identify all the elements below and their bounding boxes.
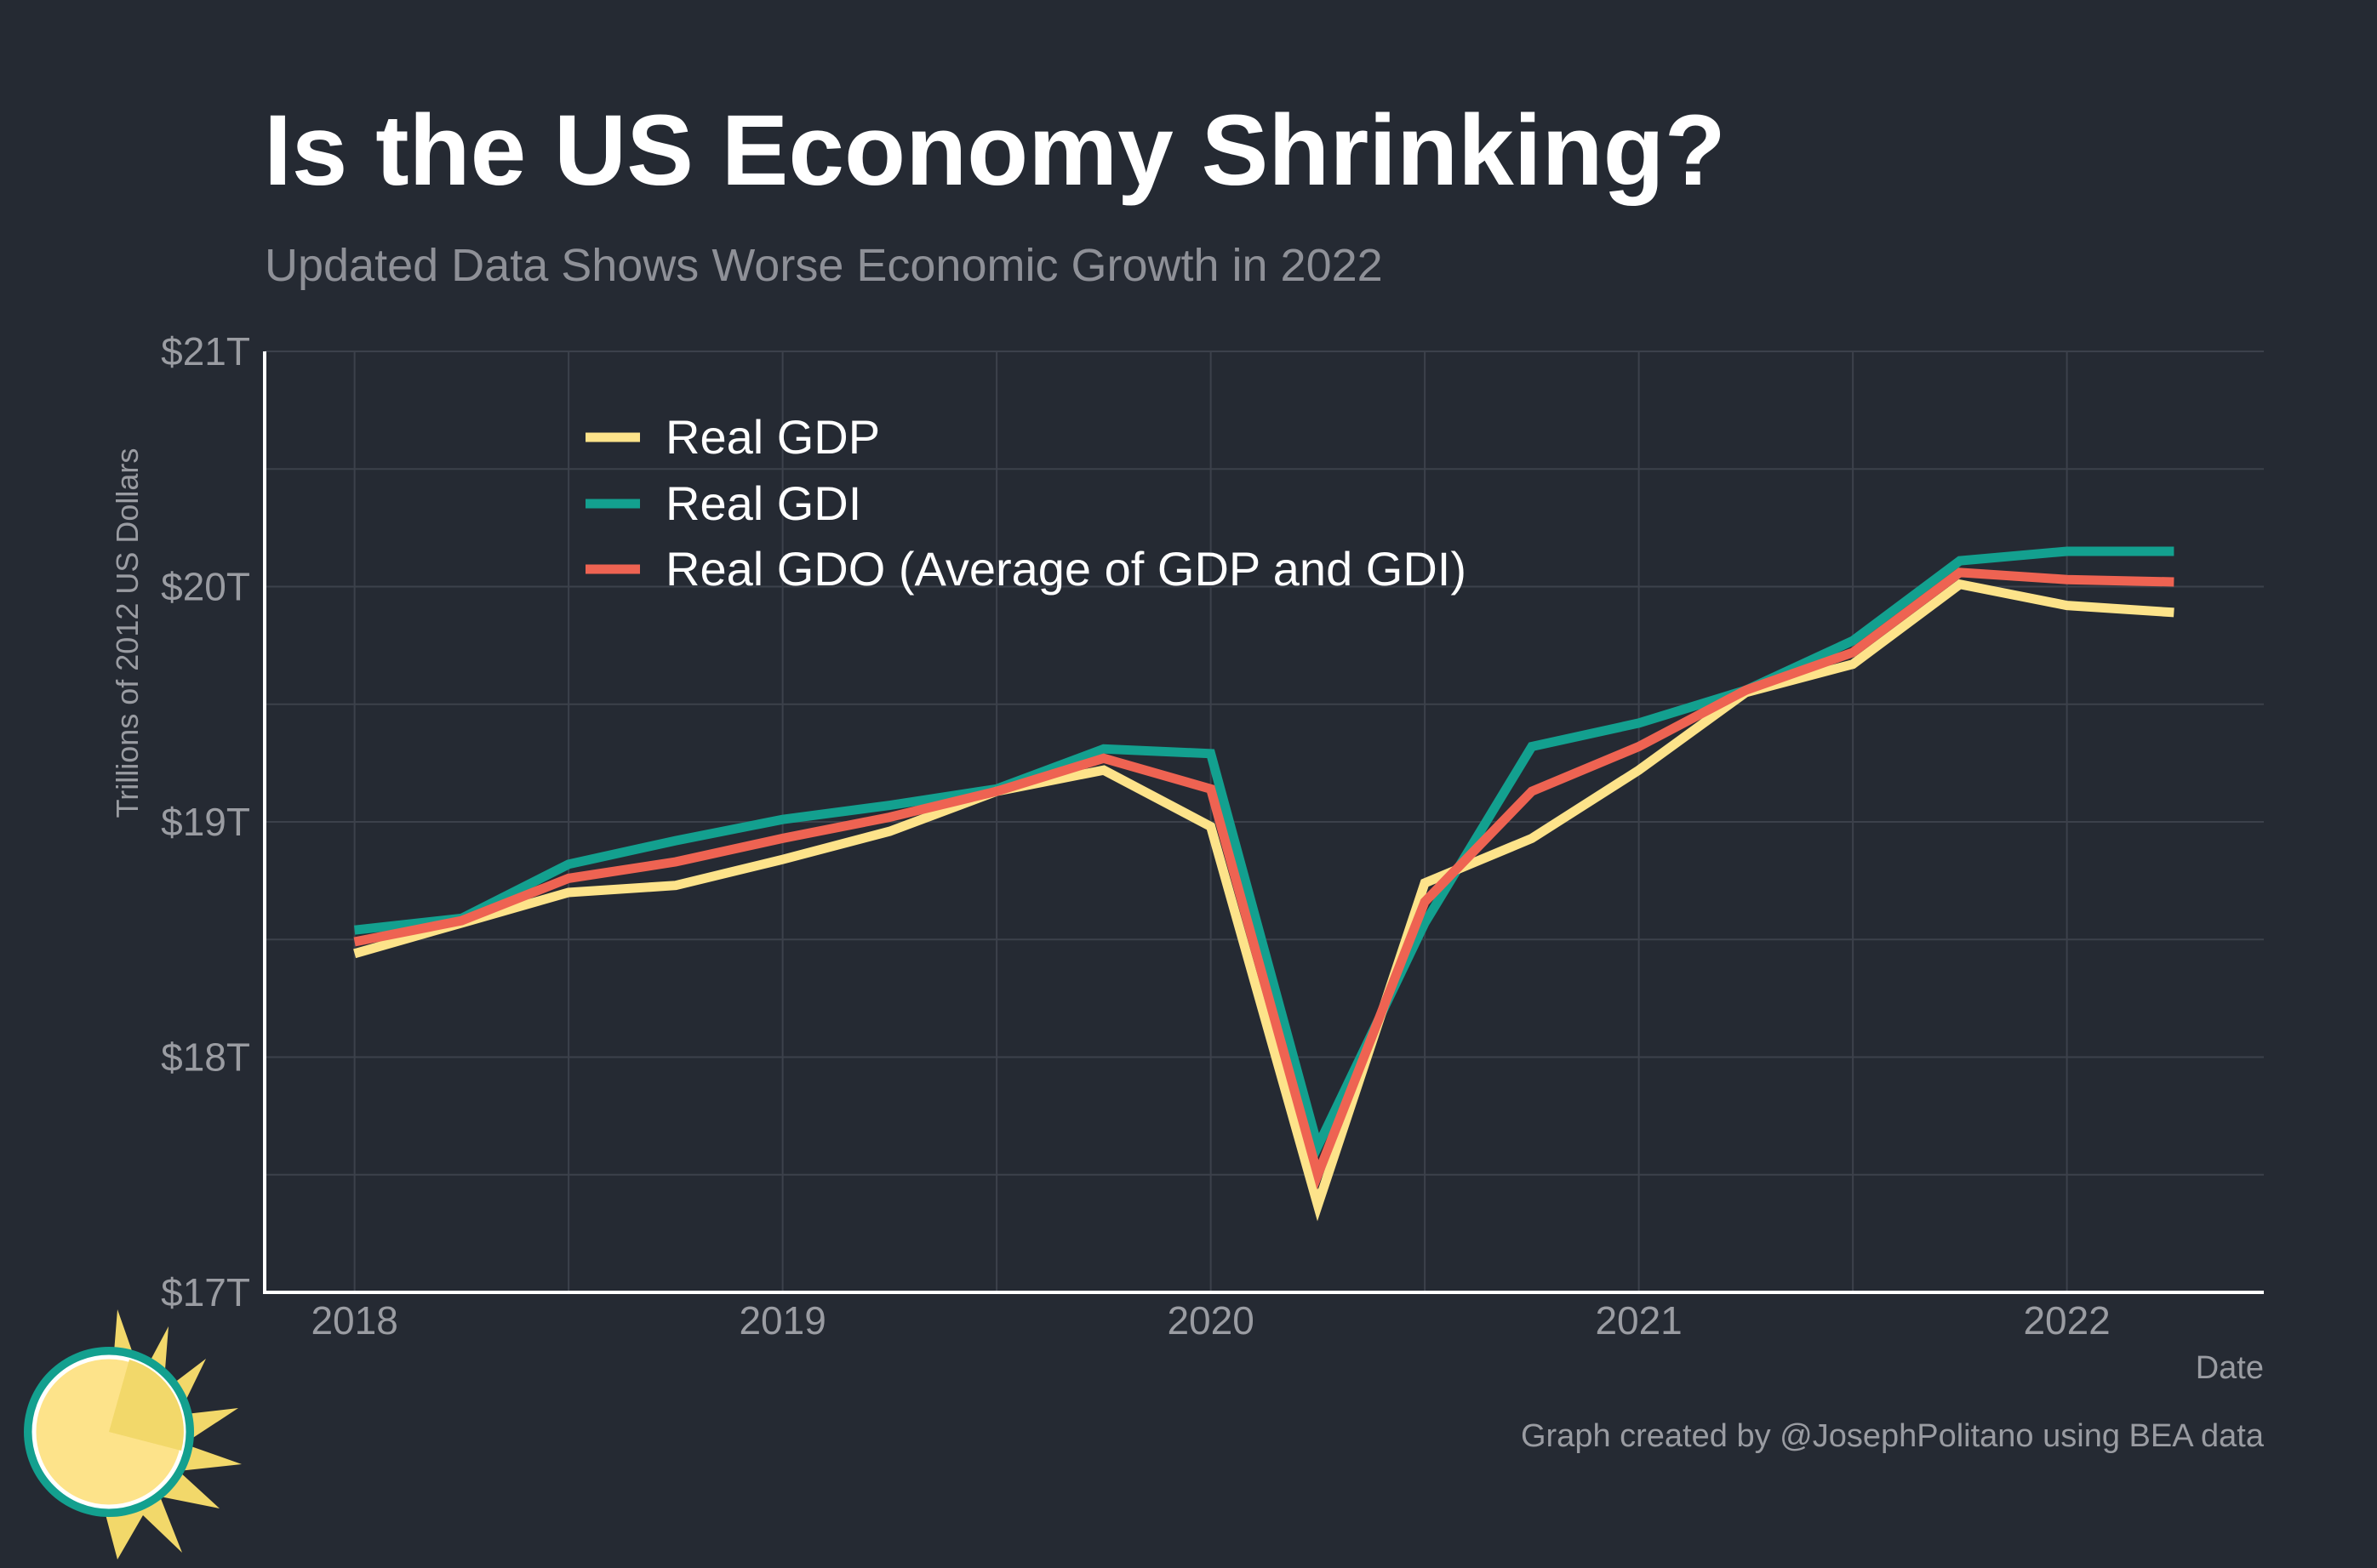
x-tick-label: 2019: [739, 1298, 826, 1343]
legend-label: Real GDI: [666, 476, 861, 530]
y-tick-label: $19T: [161, 800, 250, 844]
x-tick-label: 2021: [1595, 1298, 1682, 1343]
y-tick-label: $20T: [161, 565, 250, 609]
x-axis-title: Date: [2196, 1350, 2264, 1386]
y-tick-label: $17T: [161, 1270, 250, 1314]
x-tick-label: 2022: [2023, 1298, 2110, 1343]
x-tick-label: 2018: [311, 1298, 397, 1343]
credit-text: Graph created by @JosephPolitano using B…: [1521, 1418, 2265, 1454]
chart-title: Is the US Economy Shrinking?: [264, 94, 1726, 207]
sun-icon: [24, 1309, 242, 1559]
series-line-real-gdp: [353, 579, 2174, 1222]
legend: Real GDP Real GDI Real GDO (Average of GDP…: [586, 410, 1466, 596]
series-line-real-gdo-average-of-gdp-and-gdi: [353, 567, 2174, 1190]
chart-subtitle: Updated Data Shows Worse Economic Growth…: [265, 240, 1383, 291]
legend-label: Real GDO (Average of GDP and GDI): [666, 542, 1466, 596]
y-tick-label: $21T: [161, 329, 250, 373]
y-axis-title: Trillions of 2012 US Dollars: [110, 448, 145, 818]
grid-lines: [265, 351, 2264, 1293]
x-tick-label: 2020: [1167, 1298, 1254, 1343]
axes: [263, 351, 2264, 1294]
series-lines: [353, 546, 2174, 1222]
legend-label: Real GDP: [666, 410, 880, 464]
tick-labels: $17T $18T $19T $20T $21T 2018 2019 2020 2021 2022: [161, 329, 2111, 1343]
series-line-real-gdi: [354, 546, 2174, 1160]
y-tick-label: $18T: [161, 1035, 250, 1080]
